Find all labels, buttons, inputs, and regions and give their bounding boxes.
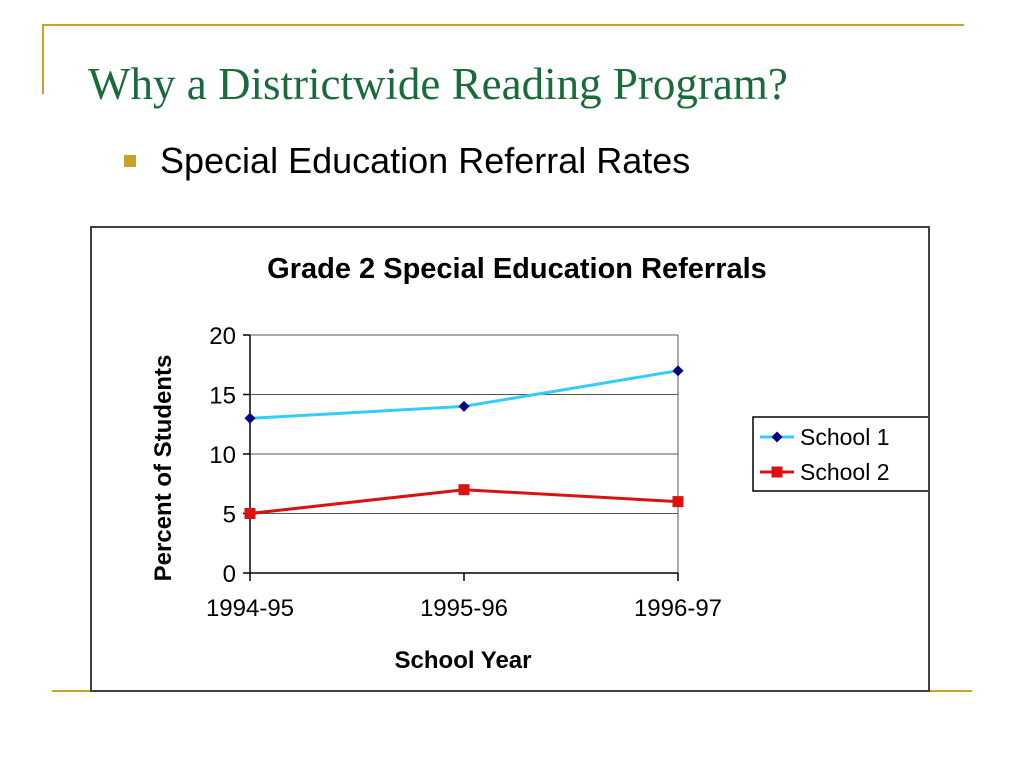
bullet-item: Special Education Referral Rates	[124, 143, 690, 179]
data-point-series-2	[244, 508, 256, 519]
left-border-line	[42, 24, 44, 94]
y-tick-label: 10	[209, 442, 236, 469]
x-axis-label: School Year	[395, 647, 532, 674]
data-point-series-2	[672, 496, 684, 508]
y-tick-label: 0	[223, 561, 236, 588]
y-tick-label: 15	[209, 383, 236, 410]
bullet-square-icon	[124, 155, 136, 167]
data-point-series-1	[244, 412, 256, 424]
chart-title: Grade 2 Special Education Referrals	[267, 253, 767, 285]
legend-swatch-marker	[771, 431, 783, 443]
x-tick-label: 1994-95	[206, 595, 294, 622]
plot-area: 0 5 10 15 20 1994-95 1995-96 1996-97	[206, 323, 722, 622]
chart-container: Grade 2 Special Education Referrals Perc…	[90, 226, 930, 692]
slide-title: Why a Districtwide Reading Program?	[88, 59, 788, 109]
top-border-line	[42, 24, 964, 26]
data-point-series-1	[672, 365, 684, 377]
legend-label: School 2	[800, 459, 890, 485]
legend-box	[752, 416, 928, 492]
bullet-text: Special Education Referral Rates	[160, 140, 691, 181]
chart-legend: School 1 School 2	[752, 416, 928, 492]
x-tick-label: 1995-96	[420, 595, 508, 622]
x-tick-label: 1996-97	[634, 595, 722, 622]
y-tick-label: 20	[209, 323, 236, 350]
data-point-series-2	[458, 484, 470, 496]
legend-label: School 1	[800, 424, 890, 450]
y-tick-label: 5	[223, 502, 236, 529]
data-point-series-1	[458, 400, 470, 412]
legend-swatch-marker	[771, 466, 783, 478]
line-chart: Grade 2 Special Education Referrals Perc…	[150, 253, 928, 674]
y-axis-label: Percent of Students	[150, 355, 177, 582]
